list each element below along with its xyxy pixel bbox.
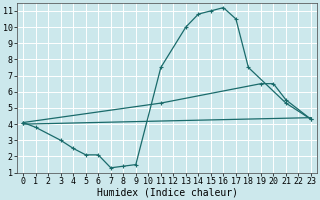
X-axis label: Humidex (Indice chaleur): Humidex (Indice chaleur) bbox=[97, 187, 237, 197]
